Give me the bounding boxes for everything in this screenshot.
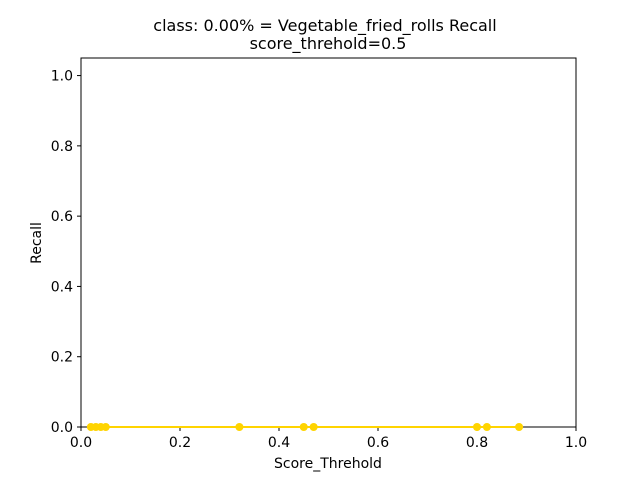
y-tick-label: 0.8 [51,139,73,155]
chart-subtitle: score_threhold=0.5 [250,34,407,54]
x-tick-label: 0.0 [70,435,92,451]
chart-title: class: 0.00% = Vegetable_fried_rolls Rec… [153,16,496,36]
y-tick-label: 0.2 [51,350,73,366]
data-point [235,423,244,431]
data-point [515,423,524,431]
x-tick-label: 0.6 [367,435,389,451]
data-point [473,423,481,431]
y-tick-label: 0.0 [51,420,73,436]
data-point [309,423,318,431]
y-tick-label: 0.6 [51,209,73,225]
x-tick-label: 1.0 [565,435,587,451]
y-axis-label: Recall [29,222,45,264]
x-tick-label: 0.2 [169,435,191,451]
x-axis-label: Score_Threhold [274,456,382,472]
y-tick-label: 0.4 [51,279,73,295]
y-tick-label: 1.0 [51,69,73,85]
data-point [482,423,491,431]
axes-frame [80,57,577,428]
x-tick-label: 0.4 [268,435,290,451]
plot-area: 0.0 0.2 0.4 0.6 0.8 1.0 0.0 0.2 0.4 0.6 0.8 1.0 [51,57,587,451]
data-point [299,423,308,431]
data-point [101,423,110,431]
x-tick-label: 0.8 [466,435,488,451]
